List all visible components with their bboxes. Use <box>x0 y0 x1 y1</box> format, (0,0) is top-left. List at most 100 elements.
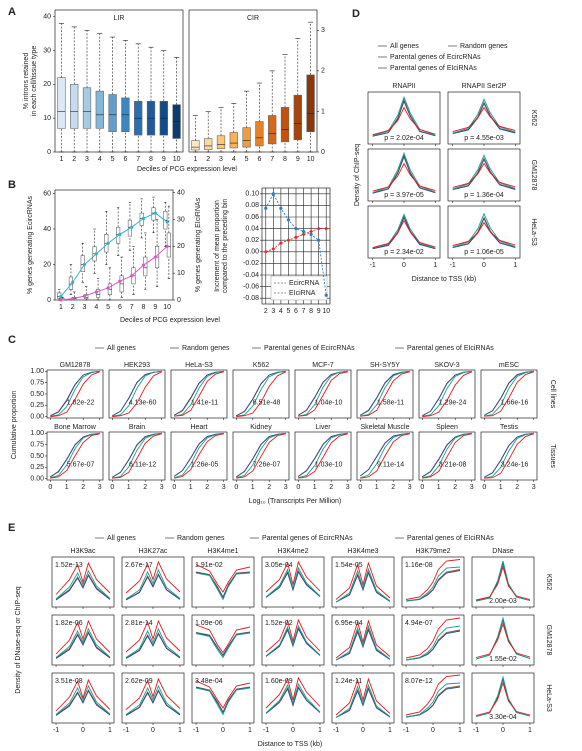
x-tick-label: 9 <box>162 156 166 163</box>
x-tick-label: 4 <box>98 156 102 163</box>
curve <box>195 572 250 599</box>
panel-title: MCF-7 <box>312 362 333 369</box>
curve <box>50 371 100 418</box>
curve <box>55 684 111 715</box>
panel-title: SH-SY5Y <box>370 362 400 369</box>
plot-frame <box>170 431 228 481</box>
y-axis-label: % introns retained <box>23 53 30 110</box>
x-tick-label: 7 <box>270 156 274 163</box>
p-value: 5.67e-07 <box>67 461 95 468</box>
x-tick-label: 2 <box>264 308 268 315</box>
p-value: 1.04e-10 <box>315 399 343 406</box>
curve <box>484 370 534 417</box>
point <box>263 249 268 254</box>
curve <box>50 432 100 478</box>
box <box>204 138 213 150</box>
legend-label: All genes <box>390 43 419 50</box>
y-tick-label: 0.10 <box>245 191 259 198</box>
curve <box>112 433 162 479</box>
x-tick-label: 3 <box>98 484 102 491</box>
curve <box>236 432 286 478</box>
y-tick-label: 30 <box>43 47 51 54</box>
x-tick-label: 3 <box>83 304 87 311</box>
p-value: 3.24e-16 <box>501 461 529 468</box>
box <box>293 94 302 141</box>
curve <box>265 570 321 598</box>
legend-label: All genes <box>107 345 136 352</box>
row-label: K562 <box>530 110 537 126</box>
curve <box>50 370 100 417</box>
line <box>265 228 327 253</box>
curve <box>265 566 321 598</box>
box <box>108 94 117 133</box>
x-tick-label: 3 <box>271 308 275 315</box>
curve <box>236 370 286 417</box>
curve <box>372 213 436 249</box>
legend-label: Random genes <box>460 43 508 50</box>
curve <box>265 686 321 714</box>
y-tick-label: 1.00 <box>30 430 44 437</box>
x-tick-label: 0 <box>221 727 225 734</box>
mean-point <box>106 286 110 290</box>
p-value: 2.00e-03 <box>489 598 517 605</box>
y-tick-label: 0.02 <box>245 237 259 244</box>
x-tick-label: -1 <box>403 727 409 734</box>
plot-frame <box>54 9 184 153</box>
plot-frame <box>232 431 290 481</box>
box <box>95 90 104 129</box>
x-tick-label: 7 <box>130 304 134 311</box>
curve <box>360 371 410 417</box>
x-tick-label: 10 <box>163 304 171 311</box>
curve <box>360 370 410 416</box>
plot-frame <box>188 9 318 153</box>
curve <box>422 432 472 479</box>
curve <box>298 432 348 477</box>
curve <box>360 370 410 416</box>
x-tick-label: 9 <box>153 304 157 311</box>
curve <box>335 561 391 600</box>
row-label: GM12878 <box>545 625 552 656</box>
point <box>324 226 329 231</box>
y2-tick-label: 0 <box>177 297 181 304</box>
curve <box>195 624 251 654</box>
mean-point <box>106 241 110 245</box>
x-tick-label: -1 <box>333 727 339 734</box>
x-tick-label: -1 <box>53 727 59 734</box>
box <box>216 135 226 150</box>
p-value: 1.54e-05 <box>335 562 363 569</box>
y-tick-label: 0 <box>321 149 325 156</box>
curve <box>452 154 516 190</box>
p-value: 1.52e-13 <box>55 562 83 569</box>
curve <box>360 432 410 477</box>
y-tick-label: 0.00 <box>245 249 259 256</box>
p-value: p = 2.34e-02 <box>384 249 424 256</box>
row-label: Cell lines <box>549 380 556 409</box>
x-tick-label: -1 <box>450 262 456 269</box>
panel-title: Kidney <box>250 424 272 431</box>
curve <box>125 627 181 658</box>
y-tick-label: 2 <box>321 68 325 75</box>
p-value: 8.07e-12 <box>405 678 433 685</box>
curve <box>298 370 348 416</box>
x-tick-label: 3 <box>470 484 474 491</box>
x-tick-label: 1 <box>388 727 392 734</box>
mean-point <box>94 290 98 294</box>
curve <box>236 432 286 479</box>
x-tick-label: 0 <box>402 262 406 269</box>
p-value: 2.67e-17 <box>125 562 153 569</box>
x-tick-label: -1 <box>123 727 129 734</box>
curve <box>422 432 472 478</box>
curve <box>298 432 348 479</box>
p-value: 2.81e-14 <box>125 620 153 627</box>
curve <box>265 627 321 657</box>
p-value: p = 1.06e-05 <box>464 249 504 256</box>
x-tick-label: 0 <box>358 484 362 491</box>
x-axis-label: Distance to TSS (kb) <box>412 276 476 283</box>
curve <box>125 560 181 594</box>
x-tick-label: 5 <box>106 304 110 311</box>
row-label: GM12878 <box>530 160 537 191</box>
curve <box>236 370 286 417</box>
curve <box>236 371 286 418</box>
curve <box>475 681 531 716</box>
